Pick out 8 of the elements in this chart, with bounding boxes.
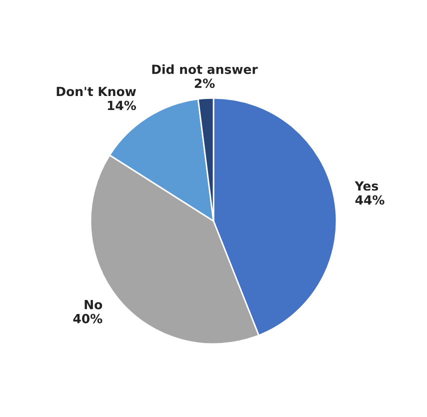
slice-label: No <box>84 300 102 310</box>
data-label: 2% <box>194 78 215 88</box>
slice-label: Don't Know <box>56 86 136 96</box>
data-label: 44% <box>355 195 384 205</box>
slice-label: Yes <box>354 181 378 191</box>
data-label: 40% <box>73 314 102 324</box>
slice-label: Did not answer <box>152 64 258 74</box>
data-label: 14% <box>108 100 136 110</box>
